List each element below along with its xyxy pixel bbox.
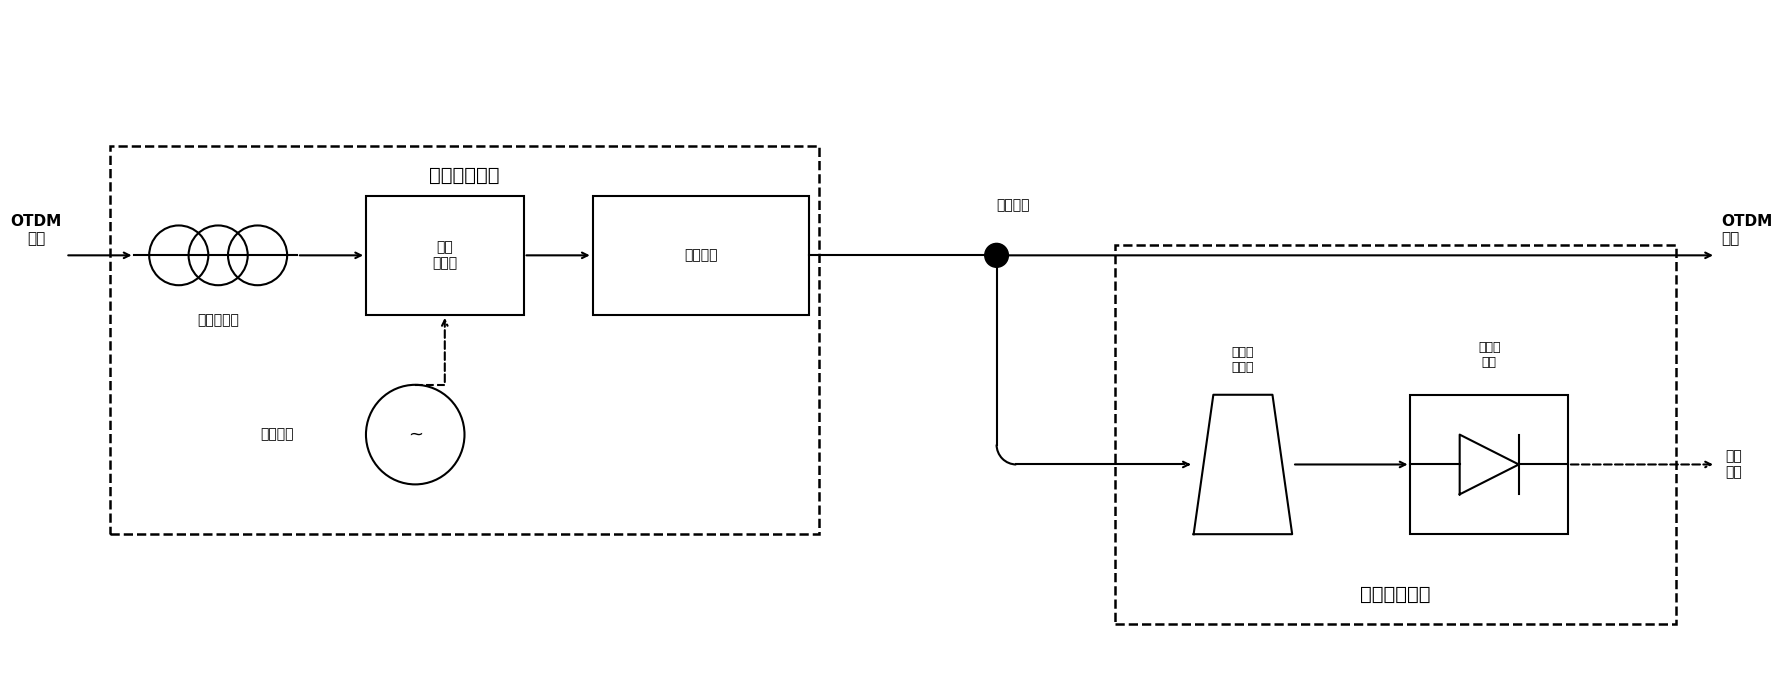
Text: 基频
时钟: 基频 时钟 xyxy=(1725,450,1741,479)
Text: 相位
调制器: 相位 调制器 xyxy=(433,240,457,271)
Text: OTDM
数据: OTDM 数据 xyxy=(1719,214,1771,246)
Circle shape xyxy=(984,244,1007,267)
Text: 时钟提取单元: 时钟提取单元 xyxy=(1360,585,1429,603)
Text: 偏振控制器: 偏振控制器 xyxy=(198,313,239,327)
Text: 光带通
滤波器: 光带通 滤波器 xyxy=(1232,346,1253,374)
Text: 基频时钟: 基频时钟 xyxy=(260,427,294,441)
Bar xyxy=(365,196,523,315)
Bar xyxy=(1114,246,1675,624)
Bar xyxy=(110,146,819,534)
Text: 时钟置入单元: 时钟置入单元 xyxy=(429,166,500,185)
Text: 光功分器: 光功分器 xyxy=(997,198,1029,213)
Text: ~: ~ xyxy=(408,426,422,443)
Text: 光电探
测器: 光电探 测器 xyxy=(1477,341,1499,369)
Bar xyxy=(593,196,808,315)
Text: OTDM
数据: OTDM 数据 xyxy=(11,214,62,246)
Text: 传输光纤: 传输光纤 xyxy=(684,248,717,263)
Bar xyxy=(1410,395,1566,534)
